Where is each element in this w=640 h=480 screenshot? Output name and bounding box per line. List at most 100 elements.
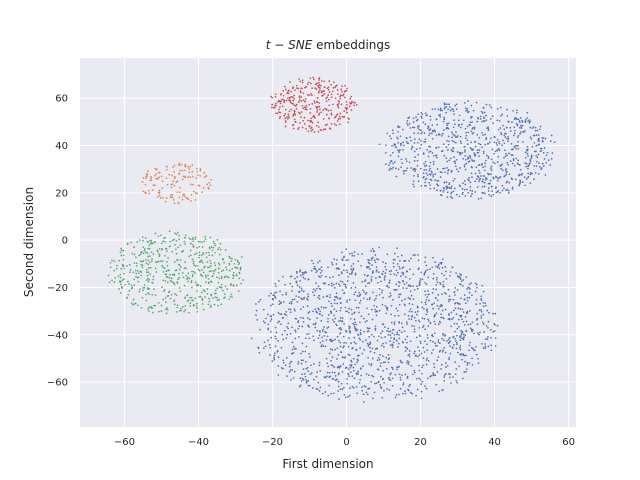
scatter-point [203, 176, 206, 179]
scatter-point [540, 149, 543, 152]
scatter-point [527, 120, 529, 122]
scatter-point [418, 369, 421, 372]
scatter-point [398, 285, 400, 287]
scatter-point [437, 263, 440, 266]
scatter-point [304, 375, 307, 378]
scatter-point [188, 237, 191, 240]
scatter-point [274, 345, 277, 348]
scatter-point [468, 283, 471, 286]
scatter-point [465, 320, 468, 323]
scatter-point [334, 116, 336, 119]
scatter-point [196, 167, 198, 170]
scatter-point [500, 131, 502, 134]
scatter-point [412, 298, 415, 300]
scatter-point [318, 105, 321, 108]
scatter-point [454, 330, 456, 333]
scatter-point [378, 143, 381, 146]
scatter-point [378, 335, 380, 338]
scatter-point [428, 134, 430, 137]
scatter-point [296, 276, 298, 278]
scatter-point [426, 114, 428, 117]
scatter-point [230, 283, 232, 285]
scatter-point [193, 304, 195, 306]
scatter-point [443, 167, 446, 170]
scatter-point [419, 340, 422, 343]
scatter-point [303, 373, 306, 375]
scatter-point [171, 273, 174, 276]
scatter-point [515, 111, 518, 114]
scatter-point [240, 282, 242, 285]
scatter-point [214, 289, 217, 292]
scatter-point [377, 357, 380, 359]
scatter-point [408, 310, 411, 313]
scatter-point [268, 344, 271, 346]
scatter-point [470, 117, 472, 119]
scatter-point [383, 346, 385, 348]
scatter-point [338, 339, 340, 342]
scatter-point [193, 264, 195, 266]
scatter-point [293, 104, 296, 107]
scatter-point [319, 370, 322, 372]
scatter-point [294, 120, 297, 123]
scatter-point [342, 335, 345, 338]
scatter-point [380, 336, 383, 339]
scatter-point [415, 148, 418, 151]
scatter-point [454, 187, 456, 190]
scatter-point [420, 132, 422, 135]
scatter-point [517, 144, 519, 147]
scatter-point [141, 266, 144, 269]
scatter-point [343, 292, 345, 295]
scatter-point [372, 357, 374, 360]
scatter-point [164, 254, 166, 257]
scatter-point [329, 296, 331, 299]
scatter-point [429, 146, 431, 148]
scatter-point [462, 279, 465, 281]
scatter-point [398, 296, 400, 298]
scatter-point [166, 281, 169, 284]
scatter-point [490, 344, 492, 347]
scatter-point [149, 255, 151, 257]
scatter-point [395, 307, 398, 310]
scatter-point [304, 108, 307, 111]
scatter-point [434, 323, 437, 326]
scatter-point [466, 364, 469, 366]
scatter-point [551, 152, 554, 154]
scatter-point [208, 246, 211, 249]
scatter-point [152, 184, 155, 187]
scatter-point [194, 265, 197, 267]
scatter-point [434, 179, 436, 181]
scatter-point [471, 329, 474, 331]
scatter-point [348, 252, 351, 255]
scatter-point [343, 393, 346, 396]
scatter-point [389, 330, 392, 333]
scatter-point [305, 381, 308, 384]
scatter-point [307, 384, 310, 387]
scatter-point [444, 266, 447, 268]
scatter-point [204, 238, 207, 240]
scatter-point [220, 303, 223, 306]
scatter-point [190, 296, 193, 299]
scatter-point [383, 390, 385, 392]
scatter-point [428, 151, 430, 153]
scatter-point [173, 238, 175, 241]
scatter-point [338, 398, 340, 400]
scatter-point [390, 304, 393, 307]
scatter-point [443, 107, 446, 110]
scatter-point [453, 177, 456, 180]
scatter-point [342, 93, 345, 96]
scatter-point [348, 325, 350, 328]
scatter-point [513, 146, 516, 148]
scatter-point [447, 169, 449, 172]
scatter-point [343, 345, 345, 347]
scatter-point [129, 268, 132, 271]
scatter-point [393, 321, 396, 324]
scatter-point [410, 364, 413, 367]
scatter-point [531, 127, 534, 130]
scatter-point [299, 122, 301, 124]
scatter-point [438, 267, 441, 270]
scatter-point [294, 277, 296, 280]
scatter-point [401, 162, 404, 165]
scatter-point [432, 374, 435, 377]
scatter-point [425, 177, 428, 180]
scatter-point [286, 375, 288, 377]
